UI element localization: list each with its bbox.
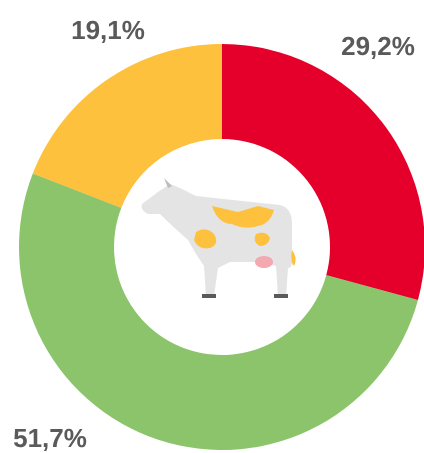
donut-segment: [32, 44, 222, 208]
donut-segment: [18, 173, 418, 451]
cow-icon: [141, 178, 296, 298]
value-label: 19,1%: [71, 15, 145, 45]
value-label: 29,2%: [341, 31, 415, 61]
value-label: 51,7%: [13, 423, 87, 453]
donut-segment: [222, 44, 424, 300]
